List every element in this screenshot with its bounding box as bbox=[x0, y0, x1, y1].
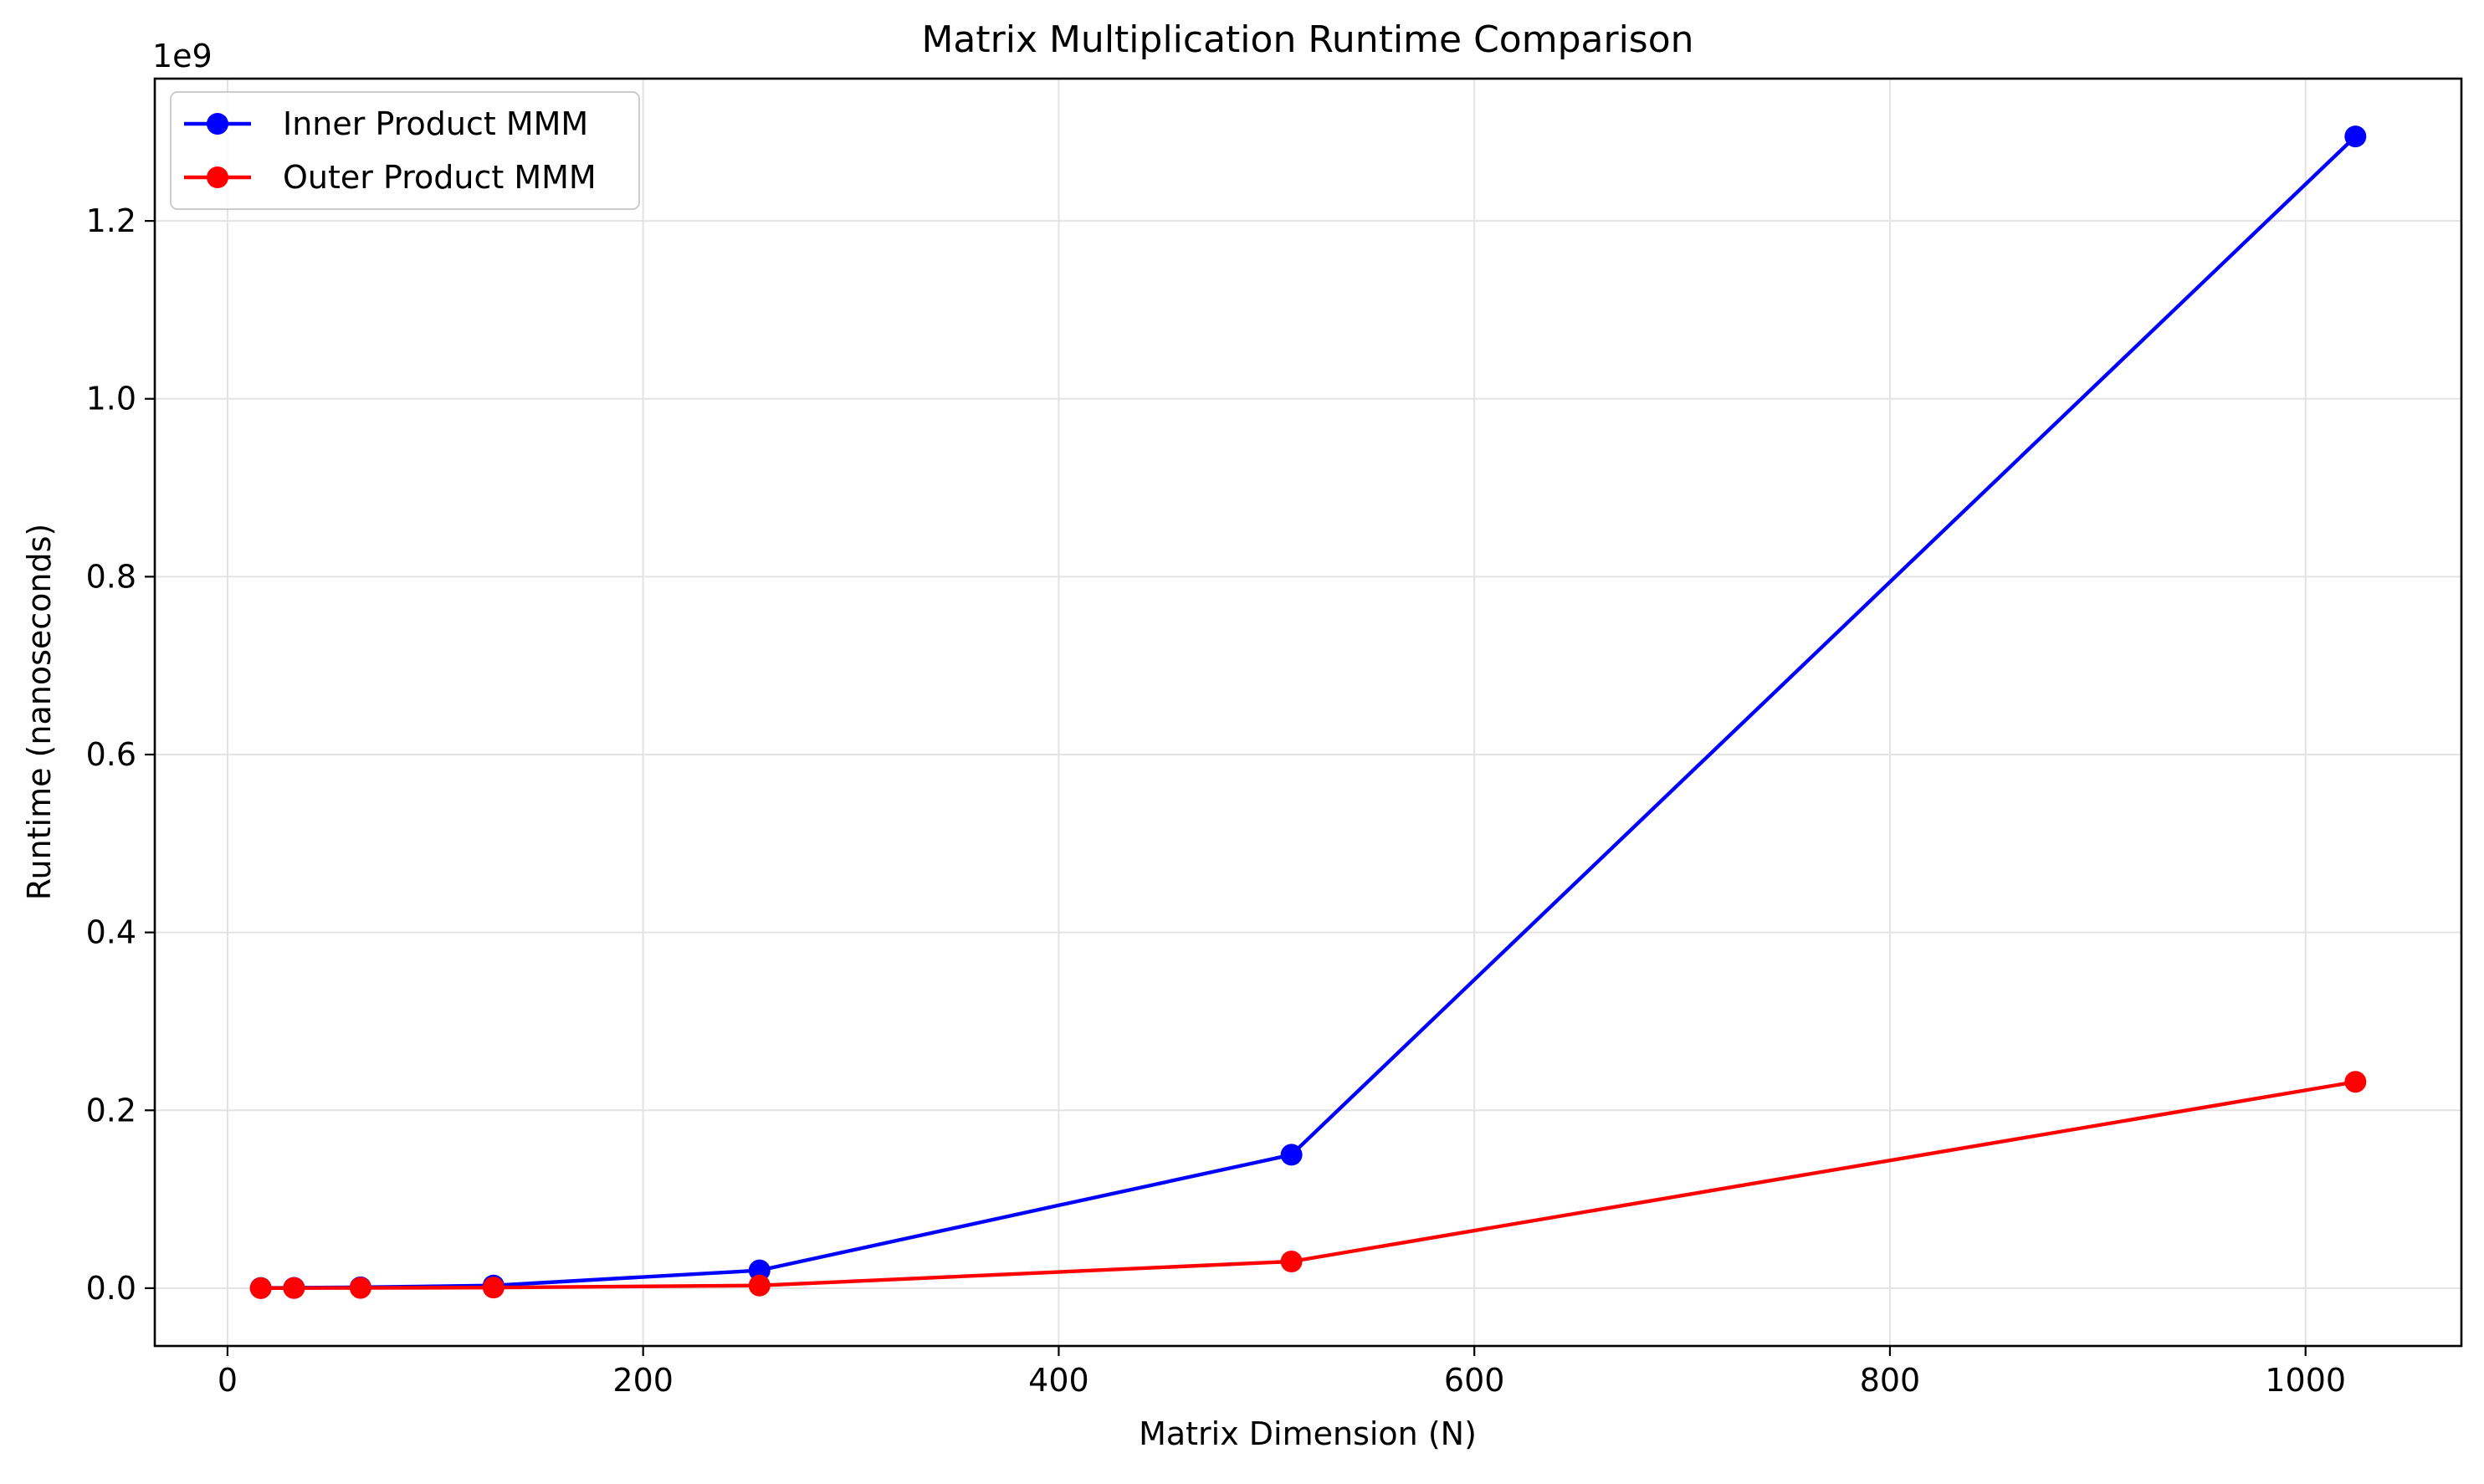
x-axis-label: Matrix Dimension (N) bbox=[1139, 1415, 1477, 1452]
x-tick-label: 400 bbox=[1028, 1362, 1089, 1399]
legend-inner-product-label: Inner Product MMM bbox=[283, 105, 588, 142]
x-tick-label: 0 bbox=[218, 1362, 238, 1399]
legend-outer-product-swatch-marker bbox=[207, 166, 228, 188]
legend: Inner Product MMM Outer Product MMM bbox=[171, 92, 639, 209]
x-tick-label: 800 bbox=[1860, 1362, 1921, 1399]
x-tick-label: 600 bbox=[1444, 1362, 1505, 1399]
x-tick-label: 200 bbox=[612, 1362, 673, 1399]
y-tick-label: 1.0 bbox=[86, 381, 136, 417]
y-tick-label: 0.2 bbox=[86, 1092, 136, 1128]
outer-product-point bbox=[283, 1277, 305, 1299]
outer-product-point bbox=[749, 1275, 771, 1297]
chart-title: Matrix Multiplication Runtime Comparison bbox=[921, 18, 1693, 61]
y-tick-label: 1.2 bbox=[86, 202, 136, 239]
y-axis-offset-label: 1e9 bbox=[152, 38, 213, 74]
y-axis-label: Runtime (nanoseconds) bbox=[21, 524, 58, 900]
outer-product-point bbox=[483, 1277, 504, 1298]
outer-product-point bbox=[1281, 1251, 1303, 1272]
x-tick-label: 1000 bbox=[2265, 1362, 2346, 1399]
outer-product-point bbox=[2344, 1071, 2366, 1093]
outer-product-point bbox=[350, 1277, 371, 1299]
y-tick-label: 0.6 bbox=[86, 736, 136, 773]
y-tick-label: 0.8 bbox=[86, 558, 136, 595]
legend-outer-product-label: Outer Product MMM bbox=[283, 159, 597, 196]
y-tick-label: 0.0 bbox=[86, 1270, 136, 1307]
outer-product-point bbox=[250, 1277, 272, 1299]
y-tick-label: 0.4 bbox=[86, 914, 136, 951]
inner-product-point bbox=[1281, 1144, 1303, 1165]
legend-inner-product-swatch-marker bbox=[207, 113, 228, 135]
inner-product-point bbox=[2344, 125, 2366, 147]
